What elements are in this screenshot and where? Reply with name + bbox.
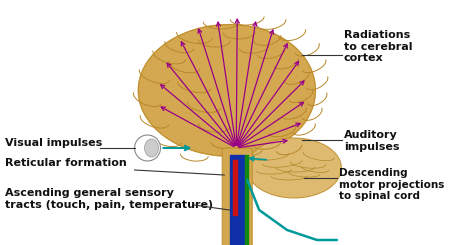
Ellipse shape xyxy=(135,135,161,161)
Text: Auditory
impulses: Auditory impulses xyxy=(344,130,400,152)
Text: Radiations
to cerebral
cortex: Radiations to cerebral cortex xyxy=(344,30,412,63)
Ellipse shape xyxy=(246,138,341,198)
Text: Ascending general sensory
tracts (touch, pain, temperature): Ascending general sensory tracts (touch,… xyxy=(5,188,213,210)
Text: Descending
motor projections
to spinal cord: Descending motor projections to spinal c… xyxy=(339,168,444,201)
FancyBboxPatch shape xyxy=(222,148,252,245)
Ellipse shape xyxy=(145,139,158,157)
Text: Reticular formation: Reticular formation xyxy=(5,158,127,168)
Polygon shape xyxy=(138,24,315,156)
Text: Visual impulses: Visual impulses xyxy=(5,138,102,148)
